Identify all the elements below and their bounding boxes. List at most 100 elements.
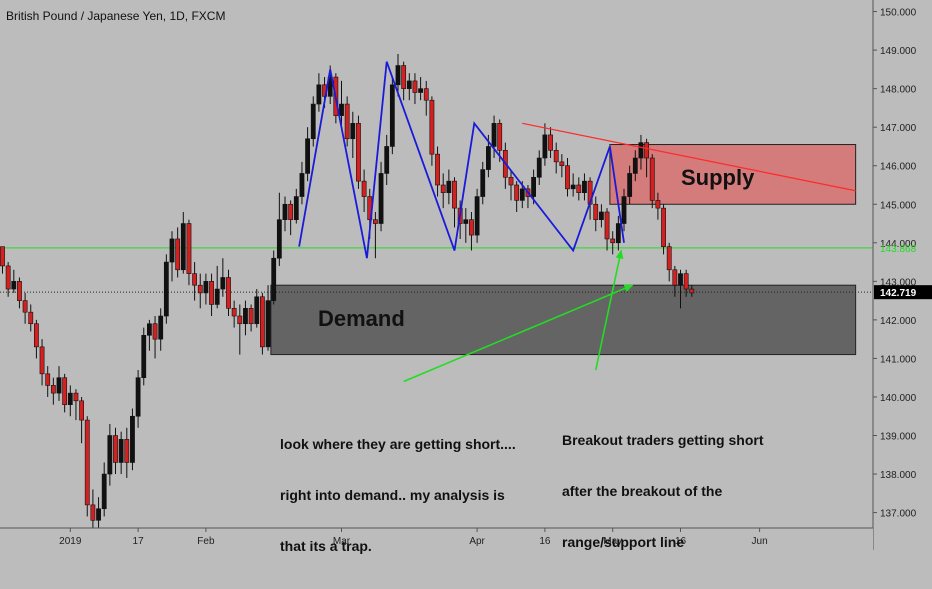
y-tick-label: 143.000 <box>880 277 917 288</box>
y-tick-label: 150.000 <box>880 8 917 19</box>
note-right-annotation: Breakout traders getting short after the… <box>562 398 763 585</box>
candle-body <box>130 415 135 463</box>
x-axis-panel <box>0 528 873 550</box>
supply-zone-label: Supply <box>681 165 755 190</box>
candle-body <box>531 176 536 197</box>
candle-body <box>485 146 491 170</box>
note-right-line: after the breakout of the <box>562 483 723 499</box>
candle-body <box>372 219 378 224</box>
y-tick-label: 148.000 <box>880 85 917 96</box>
candle-body <box>542 134 548 159</box>
y-tick-label: 144.000 <box>880 239 917 250</box>
candle-body <box>90 504 96 521</box>
candle-body <box>615 223 621 244</box>
note-left-line: right into demand.. my analysis is <box>280 487 505 503</box>
candle-body <box>141 334 147 378</box>
candle-body <box>276 219 282 259</box>
candle-body <box>288 203 294 220</box>
candle-body <box>22 300 28 313</box>
candle-body <box>463 219 469 224</box>
x-tick-label: 2019 <box>59 536 82 547</box>
candle-body <box>508 176 514 186</box>
candle-body <box>350 123 356 140</box>
x-tick-label: Apr <box>469 536 485 547</box>
candle-body <box>113 435 118 463</box>
candle-body <box>418 88 423 93</box>
y-tick-label: 149.000 <box>880 46 917 57</box>
candle-body <box>62 377 68 405</box>
candle-body <box>186 223 192 274</box>
candle-body <box>553 150 559 163</box>
candle-body <box>118 439 124 463</box>
x-tick-label: Mar <box>333 536 351 547</box>
note-left-line: that its a trap. <box>280 538 372 554</box>
candle-body <box>192 273 197 286</box>
candle-body <box>299 173 305 197</box>
pattern-line <box>298 61 625 259</box>
candle-body <box>356 123 361 182</box>
candle-body <box>259 296 265 348</box>
candle-body <box>412 80 418 93</box>
candle-body <box>576 184 582 194</box>
candle-body <box>39 346 45 375</box>
candle-body <box>610 238 616 244</box>
candle-body <box>67 392 73 405</box>
candle-body <box>135 377 141 417</box>
candle-body <box>469 219 474 236</box>
candle-body <box>655 200 661 209</box>
price-tag-label: 142.719 <box>880 288 917 299</box>
x-tick-label: 16 <box>675 536 687 547</box>
candle-body <box>33 323 39 348</box>
candle-body <box>344 103 350 140</box>
candle-body <box>446 180 452 194</box>
candle-body <box>661 207 666 247</box>
candle-body <box>265 300 271 348</box>
candle-body <box>17 281 22 301</box>
y-tick-label: 141.000 <box>880 354 917 365</box>
candle-body <box>45 373 51 386</box>
candle-body <box>11 281 17 290</box>
chart-svg: Supply Demand 137.000 138.000 139.000 140.000… <box>0 0 932 550</box>
candle-body <box>152 323 158 340</box>
candle-body <box>672 269 678 286</box>
candle-body <box>101 473 107 510</box>
candle-body <box>327 76 333 97</box>
y-tick-label: 142.000 <box>880 316 917 327</box>
candle-body <box>423 88 429 101</box>
y-tick-label: 139.000 <box>880 432 917 443</box>
candle-body <box>316 84 322 105</box>
candle-body <box>389 84 395 147</box>
note-left-line: look where they are getting short.... <box>280 436 516 452</box>
candle-body <box>282 203 288 220</box>
chart-root: Supply Demand 137.000 138.000 139.000 140.000… <box>0 0 932 554</box>
x-tick-label: May <box>603 536 622 547</box>
candle-body <box>378 173 384 224</box>
resistance-trendline <box>522 122 856 192</box>
x-tick-label: Jun <box>752 536 768 547</box>
y-tick-label: 146.000 <box>880 162 917 173</box>
candle-body <box>384 146 390 174</box>
note-left-annotation: look where they are getting short.... ri… <box>280 402 516 589</box>
candle-body <box>627 173 633 197</box>
candle-body <box>582 180 587 194</box>
candle-body <box>683 273 689 290</box>
candle-body <box>519 188 525 201</box>
candle-body <box>440 184 446 194</box>
annotation-arrow <box>403 284 634 383</box>
note-right-line: range/support line <box>562 534 685 550</box>
candle-body <box>474 196 480 236</box>
chart-background <box>0 0 932 550</box>
candle-body <box>50 385 56 394</box>
candle-body <box>559 161 565 167</box>
candle-body <box>209 281 214 305</box>
candle-body <box>107 435 113 475</box>
candle-body <box>214 288 220 305</box>
candle-body <box>435 153 440 186</box>
candle-body <box>305 138 310 174</box>
candle-body <box>452 180 457 209</box>
x-tick-label: Feb <box>197 536 215 547</box>
candle-body <box>231 308 237 317</box>
y-tick-label: 147.000 <box>880 123 917 134</box>
candle-body <box>310 103 316 140</box>
candle-body <box>96 508 101 521</box>
